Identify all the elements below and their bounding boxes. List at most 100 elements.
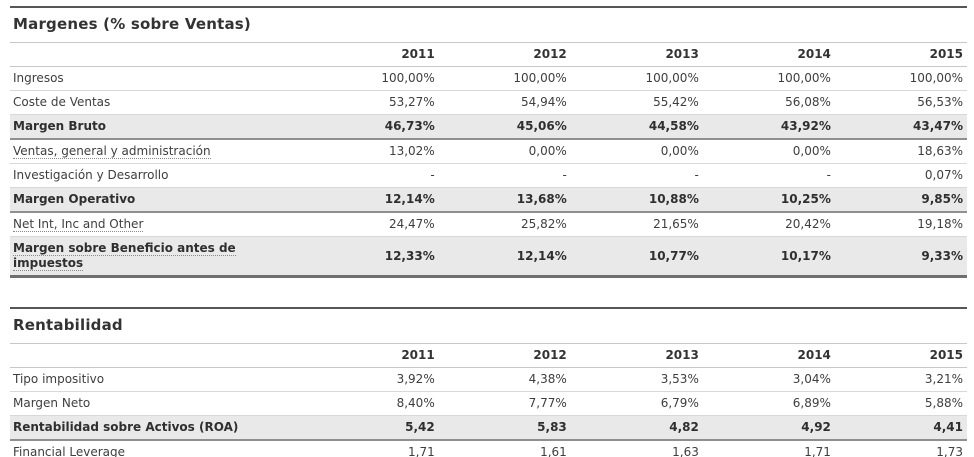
- row-label: Financial Leverage: [13, 445, 125, 457]
- row-label-cell: Tipo impositivo: [10, 367, 307, 392]
- row-label: Tipo impositivo: [13, 372, 105, 386]
- value-cell: 100,00%: [702, 66, 835, 91]
- value-cell: 1,73: [834, 440, 967, 457]
- value-cell: 0,00%: [702, 139, 835, 164]
- value-cell: -: [570, 163, 703, 188]
- row-label-tooltip-link[interactable]: Net Int, Inc and Other: [13, 217, 144, 232]
- value-cell: 54,94%: [438, 90, 571, 115]
- row-label-tooltip-link[interactable]: Margen sobre Beneficio antes de impuesto…: [13, 241, 236, 271]
- value-cell: 1,71: [702, 440, 835, 457]
- section-profitability: Rentabilidad 2011 2012 2013 2014 2015 Ti…: [10, 307, 967, 457]
- value-cell: 43,47%: [834, 114, 967, 140]
- value-cell: -: [306, 163, 439, 188]
- table-row: Margen Operativo 12,14% 13,68% 10,88% 10,25%…: [10, 187, 967, 213]
- value-cell: 53,27%: [306, 90, 439, 115]
- row-label: Rentabilidad sobre Activos (ROA): [13, 420, 239, 434]
- value-cell: 55,42%: [570, 90, 703, 115]
- table-row: Ingresos 100,00% 100,00% 100,00% 100,00% 100,…: [10, 66, 967, 91]
- value-cell: 1,63: [570, 440, 703, 457]
- table-row: Net Int, Inc and Other 24,47% 25,82% 21,65%…: [10, 212, 967, 237]
- year-column-header: 2015: [834, 42, 967, 67]
- row-label-cell: Ingresos: [10, 66, 307, 91]
- empty-corner-cell: [10, 343, 307, 368]
- table-row: Tipo impositivo 3,92% 4,38% 3,53% 3,04% 3,21%: [10, 367, 967, 392]
- value-cell: 10,77%: [570, 236, 703, 278]
- value-cell: 6,89%: [702, 391, 835, 416]
- row-label-cell: Ventas, general y administración: [10, 139, 307, 164]
- value-cell: 20,42%: [702, 212, 835, 237]
- year-column-header: 2012: [438, 42, 571, 67]
- value-cell: 100,00%: [306, 66, 439, 91]
- value-cell: 4,38%: [438, 367, 571, 392]
- row-label-cell: Investigación y Desarrollo: [10, 163, 307, 188]
- year-column-header: 2015: [834, 343, 967, 368]
- value-cell: 10,25%: [702, 187, 835, 213]
- value-cell: 5,88%: [834, 391, 967, 416]
- year-column-header: 2011: [306, 42, 439, 67]
- value-cell: 56,53%: [834, 90, 967, 115]
- table-row: Margen Neto 8,40% 7,77% 6,79% 6,89% 5,88%: [10, 391, 967, 416]
- value-cell: 4,41: [834, 415, 967, 441]
- table-row: Rentabilidad sobre Activos (ROA) 5,42 5,83…: [10, 415, 967, 441]
- value-cell: 7,77%: [438, 391, 571, 416]
- value-cell: 9,85%: [834, 187, 967, 213]
- row-label-cell: Net Int, Inc and Other: [10, 212, 307, 237]
- value-cell: 5,83: [438, 415, 571, 441]
- value-cell: 44,58%: [570, 114, 703, 140]
- row-label-cell: Coste de Ventas: [10, 90, 307, 115]
- year-column-header: 2012: [438, 343, 571, 368]
- row-label: Margen Neto: [13, 396, 91, 410]
- value-cell: 100,00%: [834, 66, 967, 91]
- margins-table: 2011 2012 2013 2014 2015 Ingresos 100,00%…: [10, 42, 967, 278]
- year-column-header: 2014: [702, 42, 835, 67]
- row-label-tooltip-link[interactable]: Ventas, general y administración: [13, 144, 211, 159]
- row-label-cell: Margen Neto: [10, 391, 307, 416]
- year-column-header: 2014: [702, 343, 835, 368]
- value-cell: 0,07%: [834, 163, 967, 188]
- year-column-header: 2011: [306, 343, 439, 368]
- row-label: Coste de Ventas: [13, 95, 111, 109]
- value-cell: 12,33%: [306, 236, 439, 278]
- profitability-table: 2011 2012 2013 2014 2015 Tipo impositivo…: [10, 343, 967, 457]
- row-label-cell: Margen Bruto: [10, 114, 307, 140]
- value-cell: 13,68%: [438, 187, 571, 213]
- table-row: Coste de Ventas 53,27% 54,94% 55,42% 56,08% 5…: [10, 90, 967, 115]
- table-row: Ventas, general y administración 13,02% 0,…: [10, 139, 967, 164]
- value-cell: 5,42: [306, 415, 439, 441]
- value-cell: 1,71: [306, 440, 439, 457]
- row-label-cell: Financial Leverage: [10, 440, 307, 457]
- year-header-row: 2011 2012 2013 2014 2015: [10, 343, 967, 368]
- year-column-header: 2013: [570, 42, 703, 67]
- value-cell: 1,61: [438, 440, 571, 457]
- year-column-header: 2013: [570, 343, 703, 368]
- value-cell: 6,79%: [570, 391, 703, 416]
- section-margins: Margenes (% sobre Ventas) 2011 2012 2013…: [10, 6, 967, 278]
- value-cell: 45,06%: [438, 114, 571, 140]
- row-label: Margen Operativo: [13, 192, 136, 206]
- row-label: Margen Bruto: [13, 119, 106, 133]
- value-cell: 19,18%: [834, 212, 967, 237]
- value-cell: 18,63%: [834, 139, 967, 164]
- value-cell: 56,08%: [702, 90, 835, 115]
- value-cell: -: [438, 163, 571, 188]
- table-row: Financial Leverage 1,71 1,61 1,63 1,71 1,73: [10, 440, 967, 457]
- row-label-cell: Margen Operativo: [10, 187, 307, 213]
- value-cell: 0,00%: [438, 139, 571, 164]
- row-label: Ingresos: [13, 71, 64, 85]
- value-cell: 43,92%: [702, 114, 835, 140]
- value-cell: 0,00%: [570, 139, 703, 164]
- value-cell: 12,14%: [306, 187, 439, 213]
- row-label: Investigación y Desarrollo: [13, 168, 169, 182]
- row-label-cell: Rentabilidad sobre Activos (ROA): [10, 415, 307, 441]
- section-title-profitability: Rentabilidad: [13, 316, 123, 334]
- section-title-margins: Margenes (% sobre Ventas): [13, 15, 251, 33]
- value-cell: 3,04%: [702, 367, 835, 392]
- value-cell: 4,92: [702, 415, 835, 441]
- value-cell: 3,92%: [306, 367, 439, 392]
- value-cell: 12,14%: [438, 236, 571, 278]
- value-cell: 9,33%: [834, 236, 967, 278]
- value-cell: 24,47%: [306, 212, 439, 237]
- value-cell: 4,82: [570, 415, 703, 441]
- table-row: Investigación y Desarrollo - - - -0,07%: [10, 163, 967, 188]
